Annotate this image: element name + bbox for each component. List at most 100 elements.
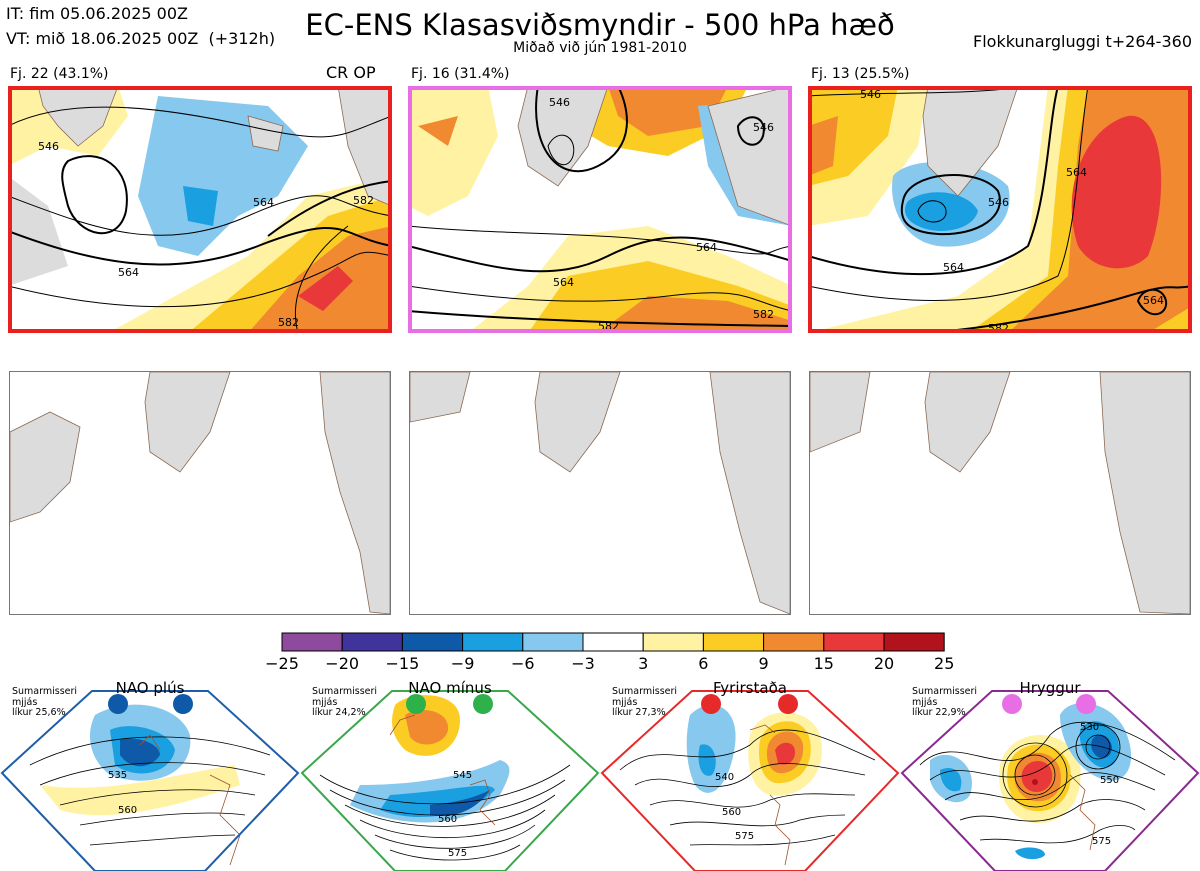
regime-border <box>0 690 300 871</box>
colorbar-swatch <box>763 632 825 652</box>
cluster-border <box>408 86 792 333</box>
colorbar-tick-label: −6 <box>511 654 535 673</box>
colorbar-tick-label: −15 <box>385 654 420 673</box>
contour-label: 540 <box>715 772 735 783</box>
cluster-2-map[interactable]: 546 546 564 564 582 582 <box>408 86 792 333</box>
contour-label: 546 <box>753 121 774 134</box>
colorbar-tick-label: −25 <box>265 654 299 673</box>
land <box>922 86 1019 197</box>
contour-label: 535 <box>108 770 128 781</box>
cluster-3-label: Fj. 13 (25.5%) <box>811 66 910 82</box>
contour-label: 564 <box>253 196 274 209</box>
circle-dot-icon <box>406 694 426 714</box>
circle-dot-icon <box>173 694 193 714</box>
colorbar-swatch <box>281 632 343 652</box>
height-contours <box>8 106 392 333</box>
contour-label: 564 <box>118 266 139 279</box>
contour-label: 545 <box>453 770 473 781</box>
climatology-subtitle: Miðað við jún 1981-2010 <box>513 40 687 56</box>
cluster-1-tag: CR OP <box>326 63 376 82</box>
contour-label: 560 <box>438 814 458 825</box>
regime-nao-minus[interactable]: NAO mínus Sumarmisseri mjjás líkur 24,2% 5… <box>300 675 600 871</box>
circle-dot-icon <box>1002 694 1022 714</box>
contour-label: 564 <box>1143 294 1164 307</box>
colorbar-tick-label: 20 <box>873 654 895 673</box>
cluster-border <box>8 86 392 333</box>
contour-label: 564 <box>696 241 717 254</box>
circle-dot-icon <box>473 694 493 714</box>
colorbar-tick-label: −3 <box>571 654 595 673</box>
colorbar-tick-label: 9 <box>758 654 769 673</box>
contour-label: 546 <box>549 96 570 109</box>
colorbar-swatch <box>582 632 644 652</box>
contour-label: 582 <box>988 322 1009 333</box>
anomaly-colorbar <box>281 632 945 652</box>
regime-title: Hryggur <box>1019 679 1081 697</box>
contour-label: 564 <box>943 261 964 274</box>
colorbar-swatch <box>642 632 704 652</box>
reference-map-3 <box>809 371 1191 615</box>
contour-label: 582 <box>353 194 374 207</box>
regime-note: Sumarmisseri mjjás líkur 27,3% <box>612 686 678 718</box>
cluster-window: Flokkunargluggi t+264-360 <box>973 32 1192 51</box>
land <box>810 372 1190 614</box>
colorbar-tick-label: 15 <box>813 654 834 673</box>
contour-label: 550 <box>1100 775 1120 786</box>
land <box>37 86 392 207</box>
regime-note: Sumarmisseri mjjás líkur 25,6% <box>12 686 78 718</box>
colorbar-swatch <box>883 632 945 652</box>
contour-label: 546 <box>988 196 1009 209</box>
regime-note: Sumarmisseri mjjás líkur 22,9% <box>912 686 978 718</box>
contour-label: 582 <box>753 308 774 321</box>
contour-label: 575 <box>735 831 755 842</box>
colorbar-swatch <box>341 632 403 652</box>
contour-label: 564 <box>1066 166 1087 179</box>
regime-title: NAO mínus <box>408 679 492 697</box>
reference-map-1 <box>9 371 391 615</box>
valid-time: VT: mið 18.06.2025 00Z (+312h) <box>6 29 276 48</box>
colorbar-tick-label: 6 <box>698 654 709 673</box>
cluster-3-map[interactable]: 546 546 564 564 564 582 <box>808 86 1192 333</box>
cluster-border <box>808 86 1192 333</box>
cluster-1-label: Fj. 22 (43.1%) <box>10 66 109 82</box>
colorbar-swatch <box>702 632 765 652</box>
contour-label: 546 <box>860 88 881 101</box>
circle-dot-icon <box>1076 694 1096 714</box>
colorbar-swatch <box>462 632 524 652</box>
colorbar-tick-label: −9 <box>450 654 475 673</box>
height-contours <box>408 86 792 327</box>
circle-dot-icon <box>778 694 798 714</box>
initial-time: IT: fim 05.06.2025 00Z <box>6 4 188 23</box>
page-title: EC-ENS Klasasviðsmyndir - 500 hPa hæð <box>305 8 895 42</box>
regime-nao-plus[interactable]: NAO plús Sumarmisseri mjjás líkur 25,6% 53… <box>0 675 300 871</box>
contour-label: 575 <box>1092 836 1112 847</box>
contour-label: 546 <box>38 140 59 153</box>
circle-dot-icon <box>108 694 128 714</box>
contour-label: 530 <box>1080 722 1100 733</box>
contour-label: 564 <box>553 276 574 289</box>
reference-map-2 <box>409 371 791 615</box>
regime-title: NAO plús <box>115 679 185 697</box>
colorbar-swatch <box>823 632 885 652</box>
contour-label: 560 <box>722 807 742 818</box>
land <box>410 372 790 614</box>
colorbar-swatch <box>401 632 464 652</box>
colorbar-tick-label: −20 <box>325 654 360 673</box>
contour-label: 560 <box>118 805 138 816</box>
contour-label: 582 <box>278 316 299 329</box>
cluster-2-label: Fj. 16 (31.4%) <box>411 66 510 82</box>
colorbar-swatch <box>522 632 584 652</box>
colorbar-tick-label: 3 <box>638 654 649 673</box>
regime-blocking[interactable]: Fyrirstaða Sumarmisseri mjjás líkur 27,3% … <box>600 675 900 871</box>
circle-dot-icon <box>701 694 721 714</box>
regime-title: Fyrirstaða <box>713 679 787 697</box>
regime-note: Sumarmisseri mjjás líkur 24,2% <box>312 686 378 718</box>
land <box>517 86 792 227</box>
regime-ridge[interactable]: Hryggur Sumarmisseri mjjás líkur 22,9% 530… <box>900 675 1200 871</box>
land <box>10 372 390 614</box>
anomaly-shading <box>408 86 792 333</box>
contour-label: 575 <box>448 848 468 859</box>
colorbar-tick-label: 25 <box>934 654 955 673</box>
cluster-1-map[interactable]: 546 564 582 564 582 <box>8 86 392 333</box>
height-contours <box>808 86 1192 333</box>
